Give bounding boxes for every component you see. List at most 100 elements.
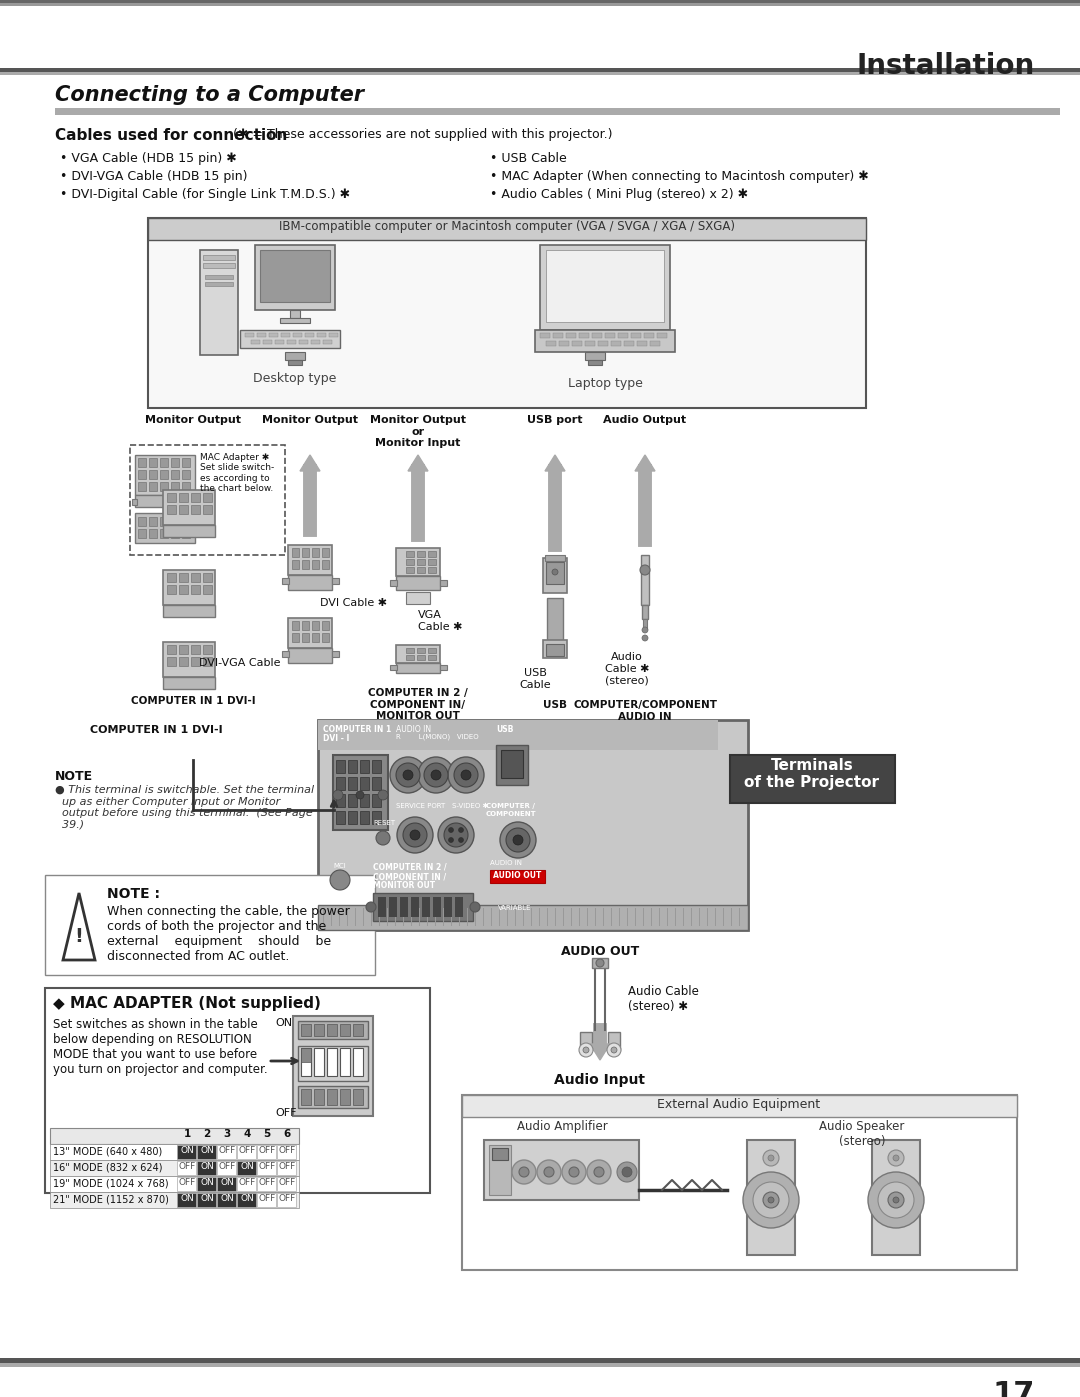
Circle shape <box>544 1166 554 1178</box>
Bar <box>396 548 440 576</box>
Circle shape <box>396 763 420 787</box>
Text: OFF: OFF <box>258 1194 275 1203</box>
Bar <box>417 655 426 659</box>
Bar <box>372 812 381 824</box>
Bar <box>276 1178 296 1192</box>
Bar <box>428 567 436 573</box>
Bar <box>288 617 332 648</box>
Bar <box>217 1178 237 1192</box>
Text: 2: 2 <box>203 1129 211 1139</box>
Bar <box>203 645 212 654</box>
Circle shape <box>376 831 390 845</box>
Bar <box>332 578 339 584</box>
Bar <box>598 341 608 346</box>
Bar <box>257 1193 276 1207</box>
Bar <box>608 1032 620 1051</box>
Bar <box>302 633 309 643</box>
Bar <box>197 1193 216 1207</box>
Text: Installation: Installation <box>856 52 1035 80</box>
Text: DVI-VGA Cable: DVI-VGA Cable <box>199 658 281 668</box>
Bar <box>540 244 670 330</box>
Text: (✱ = These accessories are not supplied with this projector.): (✱ = These accessories are not supplied … <box>233 129 612 141</box>
Bar <box>301 1048 311 1062</box>
Bar <box>546 644 564 657</box>
Bar <box>329 332 338 337</box>
Bar <box>179 504 188 514</box>
Bar <box>160 469 168 479</box>
Bar <box>280 319 310 323</box>
Bar <box>132 499 137 504</box>
Bar <box>406 592 430 604</box>
Bar <box>45 875 375 975</box>
Bar <box>203 657 212 666</box>
Text: Monitor Output
or
Monitor Input: Monitor Output or Monitor Input <box>370 415 465 448</box>
Circle shape <box>500 821 536 858</box>
Bar <box>389 897 397 916</box>
Bar <box>149 469 157 479</box>
Text: 19" MODE (1024 x 768): 19" MODE (1024 x 768) <box>53 1178 168 1187</box>
Bar <box>301 1024 311 1037</box>
Bar <box>163 570 215 605</box>
Bar <box>406 559 414 564</box>
Circle shape <box>888 1150 904 1166</box>
Bar <box>260 250 330 302</box>
Bar <box>302 622 309 630</box>
Circle shape <box>418 757 454 793</box>
Bar <box>245 332 254 337</box>
Text: ON: ON <box>200 1178 214 1187</box>
Circle shape <box>424 763 448 787</box>
Circle shape <box>397 817 433 854</box>
Text: COMPONENT: COMPONENT <box>486 812 537 817</box>
Text: Audio Cable
(stereo) ✱: Audio Cable (stereo) ✱ <box>627 985 699 1013</box>
Text: COMPUTER IN 1 DVI-I: COMPUTER IN 1 DVI-I <box>131 696 255 705</box>
Bar <box>171 482 179 490</box>
Bar <box>149 482 157 490</box>
Text: • MAC Adapter (When connecting to Macintosh computer) ✱: • MAC Adapter (When connecting to Macint… <box>490 170 868 183</box>
Bar <box>135 495 195 507</box>
Bar <box>167 493 176 502</box>
Bar <box>191 504 200 514</box>
Circle shape <box>583 1046 589 1053</box>
Bar <box>45 988 430 1193</box>
Bar <box>285 352 305 360</box>
Bar <box>237 1178 256 1192</box>
Text: COMPUTER IN 1 DVI-I: COMPUTER IN 1 DVI-I <box>90 725 222 735</box>
Polygon shape <box>590 1044 610 1060</box>
Bar <box>191 573 200 583</box>
Bar <box>322 622 329 630</box>
Bar <box>353 1048 363 1076</box>
Bar <box>340 1090 350 1105</box>
Bar <box>148 218 866 408</box>
Bar <box>455 897 463 916</box>
Bar <box>411 897 419 916</box>
Circle shape <box>366 902 376 912</box>
Bar <box>406 567 414 573</box>
Bar <box>183 469 190 479</box>
Bar <box>50 1127 299 1144</box>
Bar <box>138 517 146 527</box>
Bar <box>237 1146 256 1160</box>
Circle shape <box>607 1044 621 1058</box>
Text: ◆ MAC ADAPTER (Not supplied): ◆ MAC ADAPTER (Not supplied) <box>53 996 321 1011</box>
Bar <box>546 598 563 648</box>
Bar <box>171 529 179 538</box>
Bar <box>312 633 319 643</box>
Bar <box>299 339 308 344</box>
Text: Terminals
of the Projector: Terminals of the Projector <box>744 759 879 791</box>
Bar <box>643 619 647 629</box>
Bar <box>605 332 615 338</box>
Bar <box>179 493 188 502</box>
Bar <box>177 1193 195 1207</box>
Bar <box>217 1161 237 1175</box>
Bar <box>545 555 565 562</box>
Bar <box>167 573 176 583</box>
Bar <box>138 469 146 479</box>
Text: OFF: OFF <box>275 1108 297 1118</box>
Bar <box>288 576 332 590</box>
Bar <box>257 1178 276 1192</box>
Text: Audio Output: Audio Output <box>604 415 687 425</box>
Circle shape <box>454 763 478 787</box>
Bar <box>197 1146 216 1160</box>
Bar <box>0 3 1080 6</box>
Bar <box>301 1048 311 1076</box>
